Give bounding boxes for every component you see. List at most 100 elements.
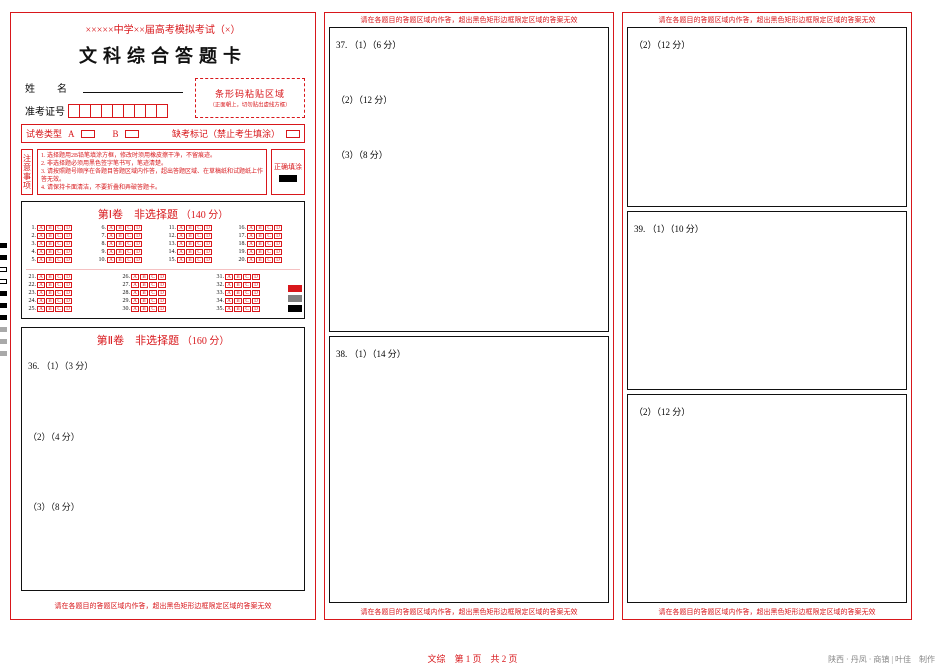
bubble-d[interactable]: D xyxy=(64,290,72,296)
bubble-d[interactable]: D xyxy=(134,249,142,255)
bubble-a[interactable]: A xyxy=(177,249,185,255)
name-input-line[interactable] xyxy=(83,83,183,93)
bubble-a[interactable]: A xyxy=(107,249,115,255)
bubble-grid-b[interactable]: 21.ABCD26.ABCD31.ABCD22.ABCD27.ABCD32.AB… xyxy=(26,269,300,312)
bubble-c[interactable]: C xyxy=(55,257,63,263)
bubble-b[interactable]: B xyxy=(140,282,148,288)
bubble-b[interactable]: B xyxy=(186,225,194,231)
bubble-d[interactable]: D xyxy=(64,233,72,239)
bubble-c[interactable]: C xyxy=(243,274,251,280)
bubble-row[interactable]: 11.ABCD xyxy=(166,225,230,231)
bubble-c[interactable]: C xyxy=(265,249,273,255)
bubble-b[interactable]: B xyxy=(46,282,54,288)
bubble-a[interactable]: A xyxy=(177,233,185,239)
bubble-b[interactable]: B xyxy=(256,241,264,247)
bubble-d[interactable]: D xyxy=(252,290,260,296)
bubble-b[interactable]: B xyxy=(46,290,54,296)
bubble-a[interactable]: A xyxy=(225,298,233,304)
bubble-c[interactable]: C xyxy=(243,306,251,312)
bubble-row[interactable]: 27.ABCD xyxy=(120,282,206,288)
admission-boxes[interactable] xyxy=(69,104,168,118)
bubble-d[interactable]: D xyxy=(158,282,166,288)
bubble-c[interactable]: C xyxy=(55,249,63,255)
bubble-row[interactable]: 31.ABCD xyxy=(214,274,300,280)
bubble-c[interactable]: C xyxy=(265,241,273,247)
bubble-a[interactable]: A xyxy=(177,225,185,231)
bubble-row[interactable]: 25.ABCD xyxy=(26,306,112,312)
bubble-a[interactable]: A xyxy=(37,225,45,231)
bubble-b[interactable]: B xyxy=(234,298,242,304)
bubble-d[interactable]: D xyxy=(64,306,72,312)
bubble-b[interactable]: B xyxy=(234,306,242,312)
bubble-b[interactable]: B xyxy=(256,257,264,263)
paper-type-b-box[interactable] xyxy=(125,130,139,138)
bubble-d[interactable]: D xyxy=(134,241,142,247)
bubble-row[interactable]: 16.ABCD xyxy=(236,225,300,231)
bubble-d[interactable]: D xyxy=(64,249,72,255)
bubble-b[interactable]: B xyxy=(234,282,242,288)
bubble-row[interactable]: 20.ABCD xyxy=(236,257,300,263)
bubble-b[interactable]: B xyxy=(140,274,148,280)
bubble-c[interactable]: C xyxy=(55,241,63,247)
bubble-d[interactable]: D xyxy=(64,298,72,304)
bubble-a[interactable]: A xyxy=(37,241,45,247)
bubble-a[interactable]: A xyxy=(37,298,45,304)
bubble-row[interactable]: 18.ABCD xyxy=(236,241,300,247)
bubble-d[interactable]: D xyxy=(204,233,212,239)
bubble-b[interactable]: B xyxy=(116,249,124,255)
bubble-b[interactable]: B xyxy=(46,249,54,255)
bubble-a[interactable]: A xyxy=(225,274,233,280)
bubble-b[interactable]: B xyxy=(46,241,54,247)
bubble-b[interactable]: B xyxy=(256,225,264,231)
bubble-b[interactable]: B xyxy=(46,233,54,239)
bubble-row[interactable]: 13.ABCD xyxy=(166,241,230,247)
bubble-a[interactable]: A xyxy=(131,298,139,304)
bubble-row[interactable]: 8.ABCD xyxy=(96,241,160,247)
bubble-b[interactable]: B xyxy=(116,225,124,231)
bubble-a[interactable]: A xyxy=(247,225,255,231)
bubble-c[interactable]: C xyxy=(195,241,203,247)
bubble-row[interactable]: 2.ABCD xyxy=(26,233,90,239)
bubble-b[interactable]: B xyxy=(46,274,54,280)
bubble-d[interactable]: D xyxy=(134,233,142,239)
bubble-d[interactable]: D xyxy=(252,298,260,304)
bubble-d[interactable]: D xyxy=(274,257,282,263)
bubble-d[interactable]: D xyxy=(158,306,166,312)
bubble-d[interactable]: D xyxy=(158,298,166,304)
bubble-row[interactable]: 30.ABCD xyxy=(120,306,206,312)
bubble-c[interactable]: C xyxy=(195,257,203,263)
bubble-d[interactable]: D xyxy=(158,274,166,280)
bubble-c[interactable]: C xyxy=(55,282,63,288)
bubble-c[interactable]: C xyxy=(149,274,157,280)
bubble-b[interactable]: B xyxy=(256,249,264,255)
bubble-a[interactable]: A xyxy=(247,249,255,255)
bubble-a[interactable]: A xyxy=(131,306,139,312)
bubble-a[interactable]: A xyxy=(107,233,115,239)
bubble-c[interactable]: C xyxy=(125,225,133,231)
bubble-a[interactable]: A xyxy=(247,257,255,263)
bubble-c[interactable]: C xyxy=(149,298,157,304)
bubble-a[interactable]: A xyxy=(247,233,255,239)
bubble-c[interactable]: C xyxy=(125,233,133,239)
bubble-c[interactable]: C xyxy=(55,233,63,239)
bubble-b[interactable]: B xyxy=(140,306,148,312)
bubble-a[interactable]: A xyxy=(131,290,139,296)
bubble-c[interactable]: C xyxy=(55,290,63,296)
bubble-d[interactable]: D xyxy=(64,282,72,288)
bubble-d[interactable]: D xyxy=(134,257,142,263)
bubble-b[interactable]: B xyxy=(186,249,194,255)
bubble-c[interactable]: C xyxy=(265,257,273,263)
bubble-a[interactable]: A xyxy=(107,257,115,263)
bubble-b[interactable]: B xyxy=(234,290,242,296)
bubble-d[interactable]: D xyxy=(134,225,142,231)
bubble-b[interactable]: B xyxy=(46,306,54,312)
bubble-a[interactable]: A xyxy=(37,249,45,255)
bubble-a[interactable]: A xyxy=(37,274,45,280)
bubble-d[interactable]: D xyxy=(158,290,166,296)
bubble-a[interactable]: A xyxy=(107,225,115,231)
bubble-b[interactable]: B xyxy=(116,233,124,239)
bubble-row[interactable]: 14.ABCD xyxy=(166,249,230,255)
bubble-c[interactable]: C xyxy=(265,233,273,239)
bubble-c[interactable]: C xyxy=(125,257,133,263)
bubble-b[interactable]: B xyxy=(116,241,124,247)
